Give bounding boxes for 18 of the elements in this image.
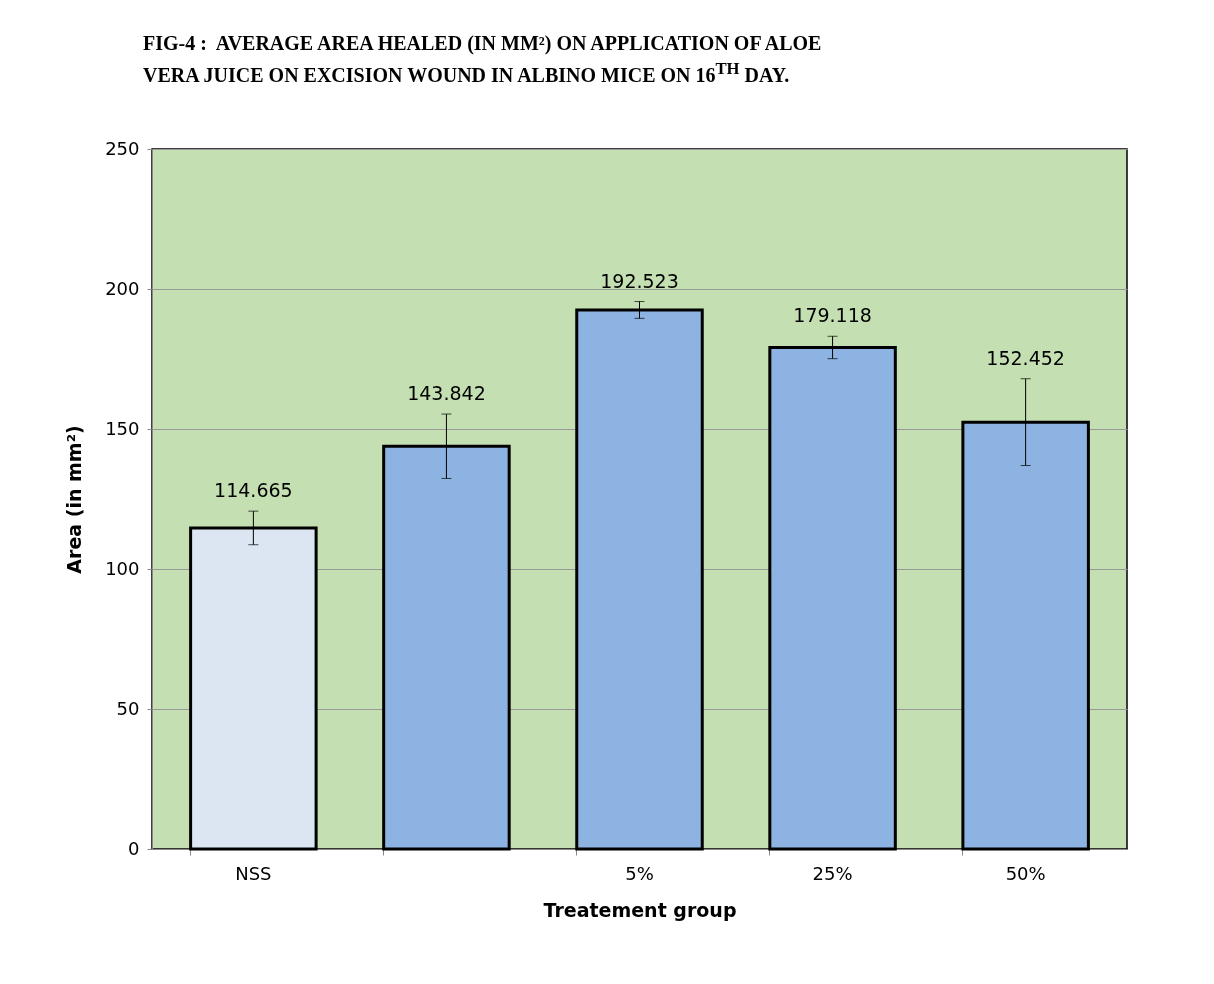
data-label: 114.665 <box>214 479 293 502</box>
x-tick-label: 50% <box>1005 862 1046 884</box>
data-label: 192.523 <box>600 269 679 292</box>
x-tick-label: 25% <box>812 862 853 884</box>
data-label: 179.118 <box>793 304 872 327</box>
data-label: 143.842 <box>407 382 486 405</box>
y-axis-title: Area (in mm²) <box>63 425 86 574</box>
data-label: 152.452 <box>986 346 1065 369</box>
x-tick-label: NSS <box>235 862 272 884</box>
x-tick-label: 5% <box>625 862 654 884</box>
y-tick-label: 250 <box>105 137 140 159</box>
y-tick-label: 150 <box>105 417 140 439</box>
y-tick-label: 50 <box>116 697 140 719</box>
y-tick-label: 0 <box>128 837 140 859</box>
chart-title: FIG-4 : AVERAGE AREA HEALED (IN MM²) ON APPLICATION OF ALOE VERA JUICE ON EXCISION WOUND IN ALBINO MICE ON 16$^{TH}$ DAY. <box>143 31 822 88</box>
x-axis-title: Treatement group <box>543 898 737 921</box>
y-tick-label: 100 <box>105 557 140 579</box>
y-tick-label: 200 <box>105 277 140 299</box>
